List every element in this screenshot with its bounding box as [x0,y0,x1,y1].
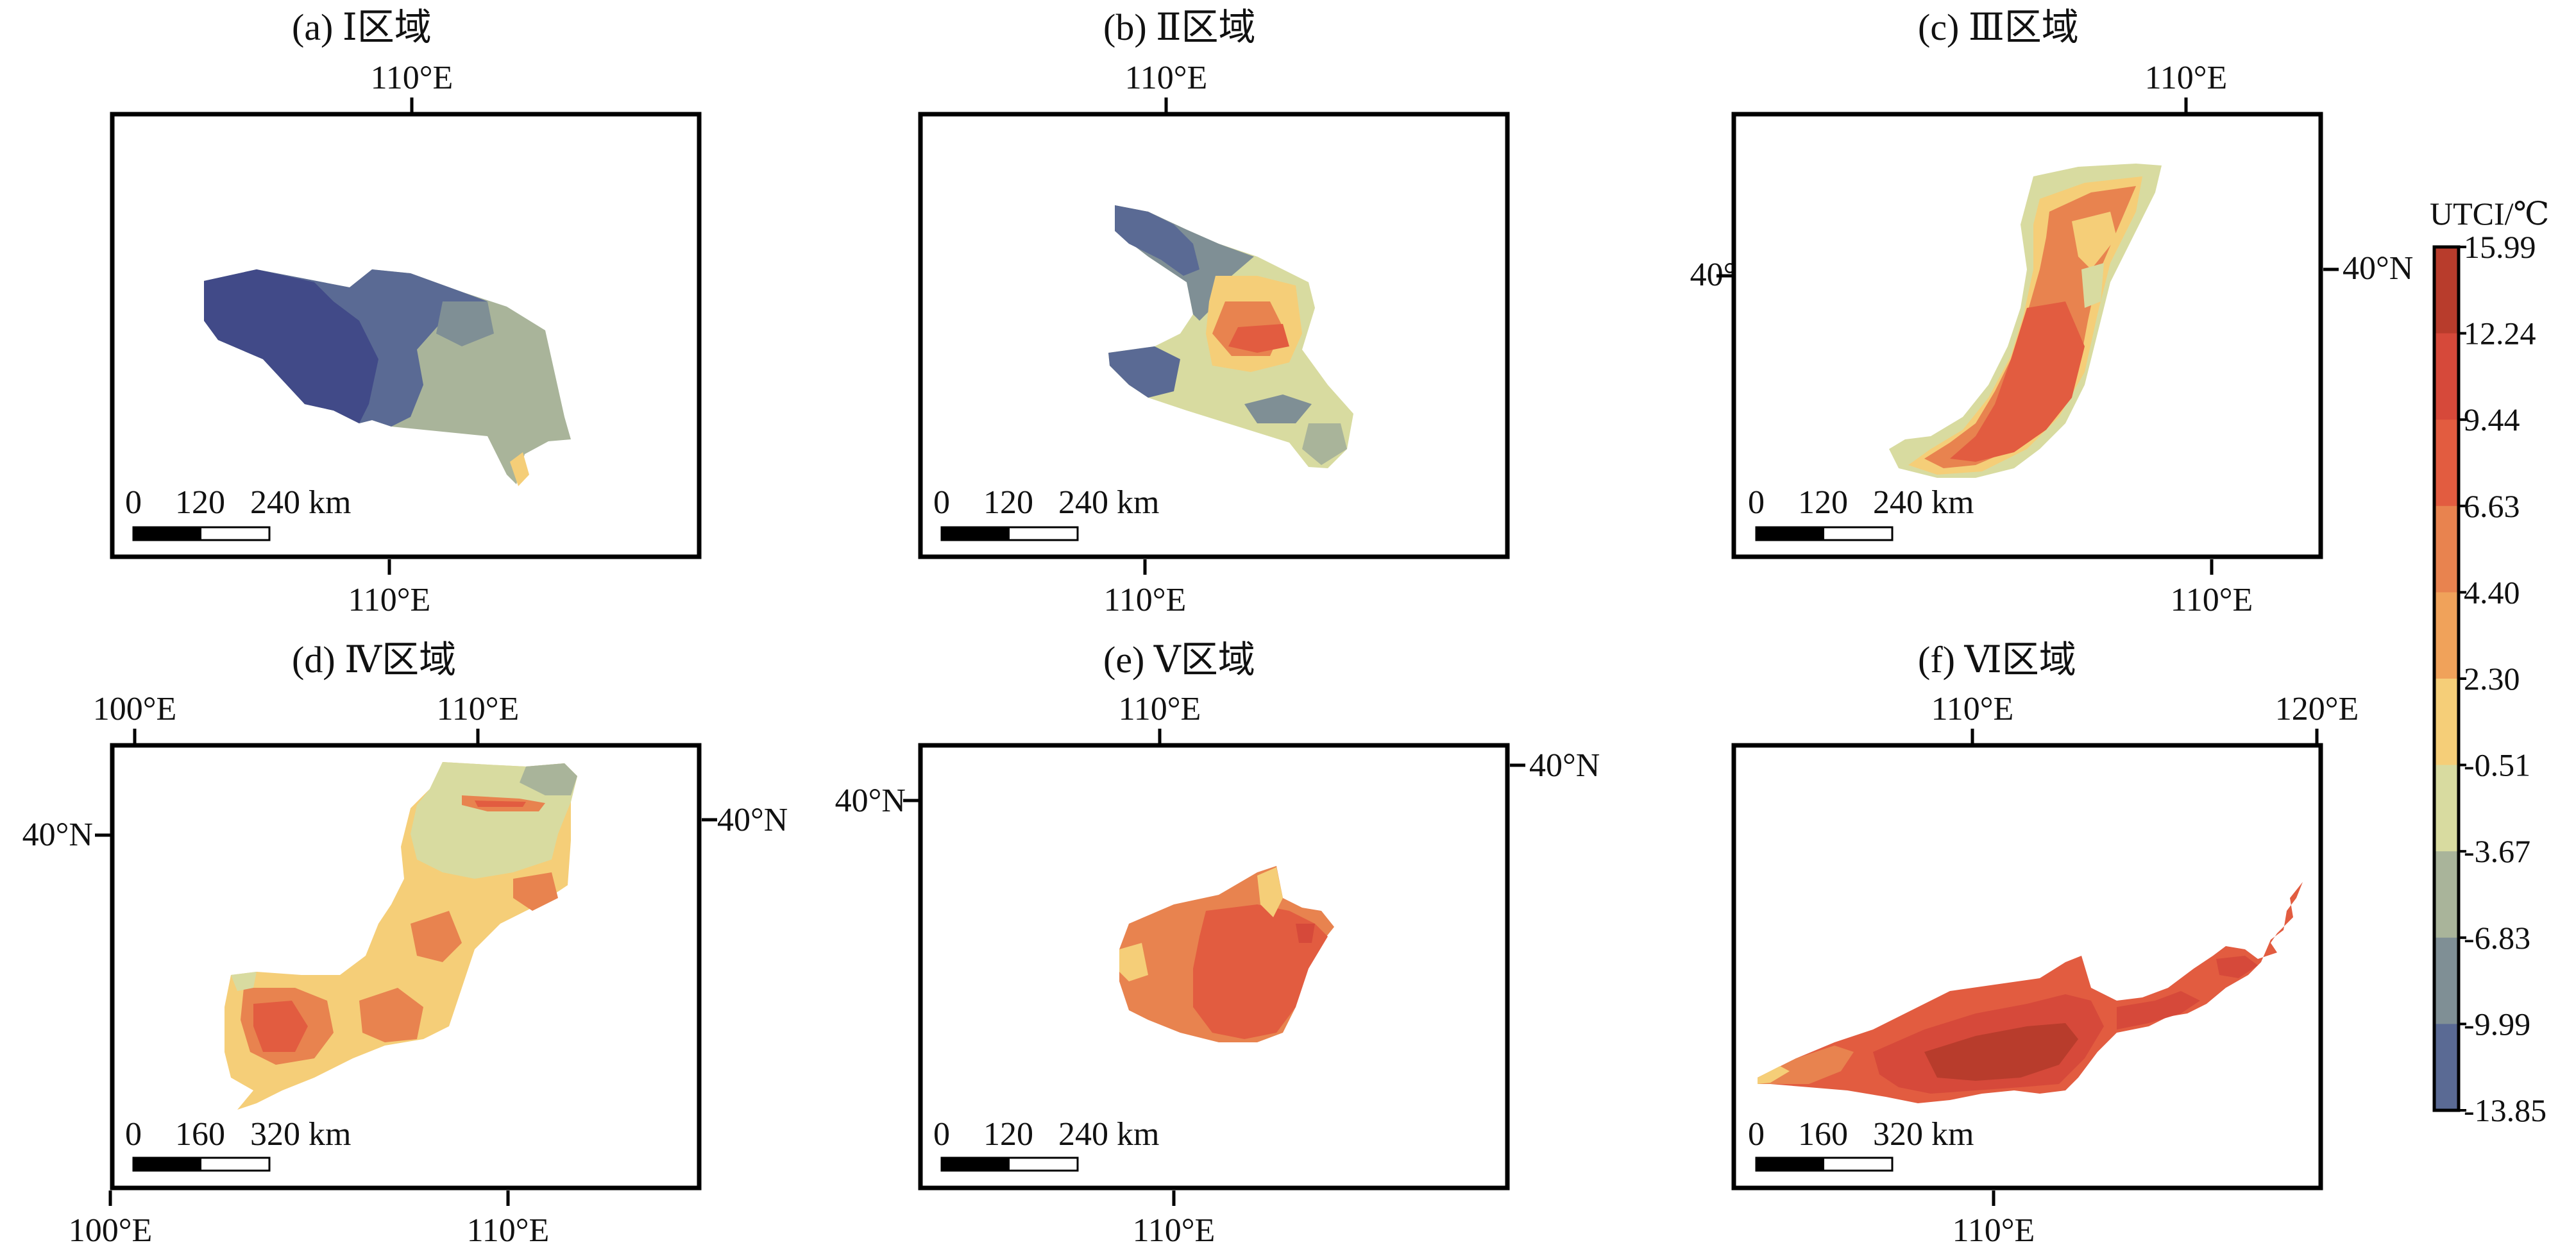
colorbar-value-label: -3.67 [2464,833,2530,869]
panel-b-scale-mid: 120 [983,484,1033,521]
panel-d-scale-0: 0 [125,1116,142,1153]
colorbar-swatch [2434,419,2459,507]
panel-a-bottom-lon-label: 110°E [348,582,431,618]
colorbar-title: UTCI/℃ [2430,196,2549,232]
panel-e-utci-region [1119,866,1334,1042]
panel-d-title: (d) Ⅳ区域 [292,639,456,681]
panel-f-scale-0: 0 [1748,1116,1765,1153]
panel-b: (b) Ⅱ区域 110°E 0 120 240 km 110°E [918,6,1510,618]
colorbar-swatches [2434,247,2459,1111]
panel-d-left-lat-label: 40°N [22,817,93,853]
colorbar-value-label: 6.63 [2464,488,2520,524]
panel-e-right-lat-label: 40°N [1529,747,1600,784]
colorbar-swatch [2434,937,2459,1025]
panel-e-scale-bar: 0 120 240 km [933,1116,1159,1172]
panel-a-title: (a) Ⅰ区域 [292,6,432,48]
panel-c: (c) Ⅲ区域 110°E 40°N 40°N 0 120 240 km 110… [1690,6,2414,618]
panel-d-utci-region [225,762,577,1110]
panel-f-utci-region [1758,882,2303,1103]
panel-a: (a) Ⅰ区域 110°E 0 120 240 km 110°E [110,6,702,618]
panel-e-title: (e) Ⅴ区域 [1103,639,1255,681]
panel-c-scale-0: 0 [1748,484,1765,521]
panel-b-top-lon-label: 110°E [1125,60,1208,96]
panel-b-bottom-lon-label: 110°E [1104,582,1187,618]
colorbar-value-label: 15.99 [2464,229,2536,265]
colorbar-value-label: -6.83 [2464,920,2530,956]
panel-d-bottom-lon-label-2: 110°E [467,1212,550,1249]
colorbar-value-label: 2.30 [2464,661,2520,697]
panel-f-top-lon-label-2: 120°E [2275,691,2359,727]
panel-a-scale-end: 240 km [250,484,351,521]
panel-f-top-lon-label-1: 110°E [1931,691,2014,727]
colorbar-swatch [2434,765,2459,852]
panel-a-scale-bar: 0 120 240 km [125,484,351,541]
panel-c-title: (c) Ⅲ区域 [1918,6,2079,48]
panel-c-scale-bar: 0 120 240 km [1748,484,1974,541]
panel-d-right-lat-label: 40°N [717,802,788,838]
colorbar-value-label: 12.24 [2464,316,2536,352]
panel-d-scale-bar: 0 160 320 km [125,1116,351,1172]
panel-f-scale-mid: 160 [1798,1116,1848,1153]
panel-a-top-lon-label: 110°E [371,60,453,96]
colorbar-swatch [2434,1024,2459,1111]
panel-d-top-lon-label-1: 100°E [93,691,177,727]
panel-e-left-lat-label: 40°N [835,783,906,819]
colorbar-swatch [2434,247,2459,334]
panel-b-title: (b) Ⅱ区域 [1103,6,1256,48]
panel-e-scale-0: 0 [933,1116,950,1153]
panel-c-top-lon-label: 110°E [2145,60,2228,96]
panel-d: (d) Ⅳ区域 100°E 110°E 40°N 40°N 0 160 320 … [22,639,788,1249]
colorbar-swatch [2434,592,2459,679]
panel-c-scale-mid: 120 [1798,484,1848,521]
colorbar-value-label: 9.44 [2464,402,2520,437]
panel-d-scale-end: 320 km [250,1116,351,1153]
colorbar-value-label: -0.51 [2464,747,2530,783]
colorbar-labels: 15.99 12.24 9.44 6.63 4.40 2.30 -0.51 -3.67 -6.8… [2459,229,2546,1128]
panel-d-scale-mid: 160 [175,1116,225,1153]
colorbar-swatch [2434,333,2459,421]
colorbar-swatch [2434,679,2459,766]
colorbar-value-label: 4.40 [2464,574,2520,610]
colorbar-swatch [2434,505,2459,593]
panel-c-right-lat-label: 40°N [2343,250,2413,287]
utci-colorbar: UTCI/℃ 15.99 12.24 9.44 6.63 4.40 2.30 -0.51 -3… [2430,196,2549,1128]
panel-b-scale-0: 0 [933,484,950,521]
panel-d-bottom-lon-label-1: 100°E [69,1212,153,1249]
panel-f: (f) Ⅵ区域 110°E 120°E 0 160 320 km 110°E [1731,639,2359,1249]
panel-a-utci-region [204,269,571,486]
panel-f-bottom-lon-label: 110°E [1953,1212,2035,1249]
panel-f-scale-bar: 0 160 320 km [1748,1116,1974,1172]
panel-e-scale-end: 240 km [1058,1116,1159,1153]
panel-b-utci-region [1108,205,1353,468]
panel-c-bottom-lon-label: 110°E [2171,582,2253,618]
panel-e-scale-mid: 120 [983,1116,1033,1153]
panel-a-scale-0: 0 [125,484,142,521]
panel-c-utci-region [1889,164,2162,478]
panel-f-title: (f) Ⅵ区域 [1918,639,2076,681]
panel-e-bottom-lon-label: 110°E [1133,1212,1216,1249]
panel-e-top-lon-label: 110°E [1119,691,1201,727]
colorbar-swatch [2434,851,2459,938]
colorbar-value-label: -9.99 [2464,1006,2530,1042]
panel-e: (e) Ⅴ区域 110°E 40°N 40°N 0 120 240 km 110… [835,639,1600,1249]
colorbar-value-label: -13.85 [2464,1092,2546,1128]
panel-d-top-lon-label-2: 110°E [437,691,520,727]
panel-a-scale-mid: 120 [175,484,225,521]
panel-f-scale-end: 320 km [1873,1116,1974,1153]
panel-b-scale-bar: 0 120 240 km [933,484,1159,541]
panel-c-scale-end: 240 km [1873,484,1974,521]
panel-b-scale-end: 240 km [1058,484,1159,521]
